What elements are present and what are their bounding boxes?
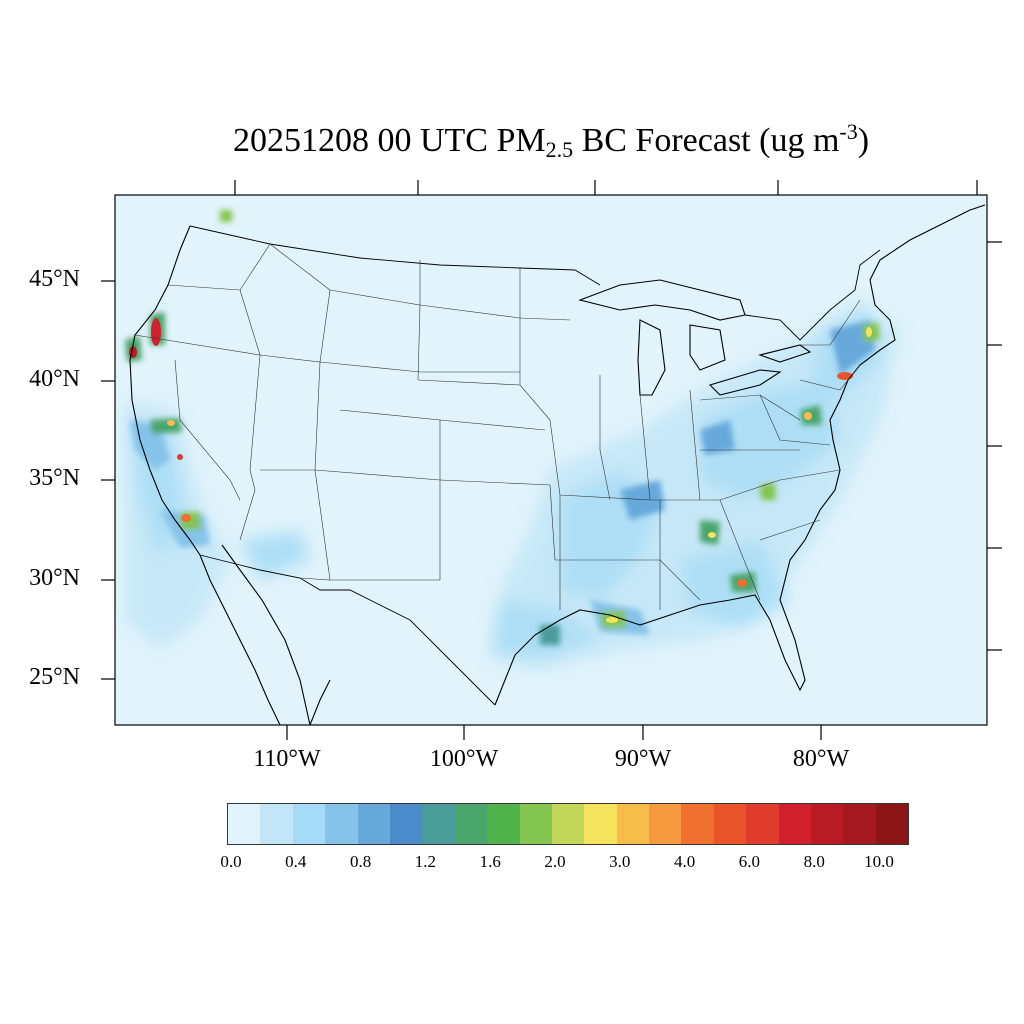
colorbar-swatch [746, 804, 779, 844]
colorbar-tick-label: 8.0 [803, 852, 825, 871]
colorbar-swatch [584, 804, 617, 844]
map-frame [114, 194, 988, 726]
colorbar-tick-label: 6.0 [738, 852, 761, 871]
colorbar-swatch [843, 804, 876, 844]
map-ticks [101, 180, 1002, 740]
colorbar-swatch [292, 804, 326, 844]
colorbar-tick-label: 0.4 [285, 852, 307, 871]
colorbar [227, 803, 910, 845]
colorbar-tick-label: 0.0 [220, 852, 242, 871]
colorbar-tick-label: 1.2 [414, 852, 437, 871]
lat-label-40n: 40°N [29, 366, 80, 392]
state-borders [134, 243, 861, 610]
colorbar-swatch [260, 804, 293, 844]
colorbar-swatch [681, 804, 714, 844]
colorbar-swatch [325, 804, 358, 844]
lat-label-45n: 45°N [29, 266, 80, 292]
colorbar-swatch [713, 804, 747, 844]
colorbar-tick-label: 10.0 [864, 852, 894, 871]
lat-label-35n: 35°N [29, 465, 80, 491]
lon-label-80w: 80°W [792, 746, 850, 772]
colorbar-swatch [422, 804, 455, 844]
map-title: 20251208 00 UTC PM2.5 BC Forecast (ug m-… [232, 119, 870, 162]
lon-label-90w: 90°W [614, 746, 672, 772]
colorbar-swatch [454, 804, 488, 844]
colorbar-swatch [875, 804, 909, 844]
colorbar-swatch [551, 804, 585, 844]
colorbar-swatch [778, 804, 812, 844]
colorbar-swatch [357, 804, 390, 844]
colorbar-tick-label: 0.8 [349, 852, 372, 871]
colorbar-swatch [649, 804, 682, 844]
colorbar-swatch [487, 804, 520, 844]
colorbar-swatch [228, 804, 261, 844]
lon-label-110w: 110°W [253, 746, 321, 772]
colorbar-swatch [616, 804, 650, 844]
colorbar-tick-label: 4.0 [673, 852, 696, 871]
colorbar-tick-label: 2.0 [544, 852, 566, 871]
great-lakes [578, 279, 812, 396]
colorbar-swatch [389, 804, 423, 844]
colorbar-tick-label: 1.6 [479, 852, 501, 871]
colorbar-tick-label: 3.0 [609, 852, 631, 871]
lon-label-100w: 100°W [429, 746, 499, 772]
lat-label-25n: 25°N [29, 664, 80, 690]
concentration-field [125, 210, 900, 670]
colorbar-swatch [811, 804, 844, 844]
lat-label-30n: 30°N [29, 565, 80, 591]
colorbar-swatch [519, 804, 552, 844]
